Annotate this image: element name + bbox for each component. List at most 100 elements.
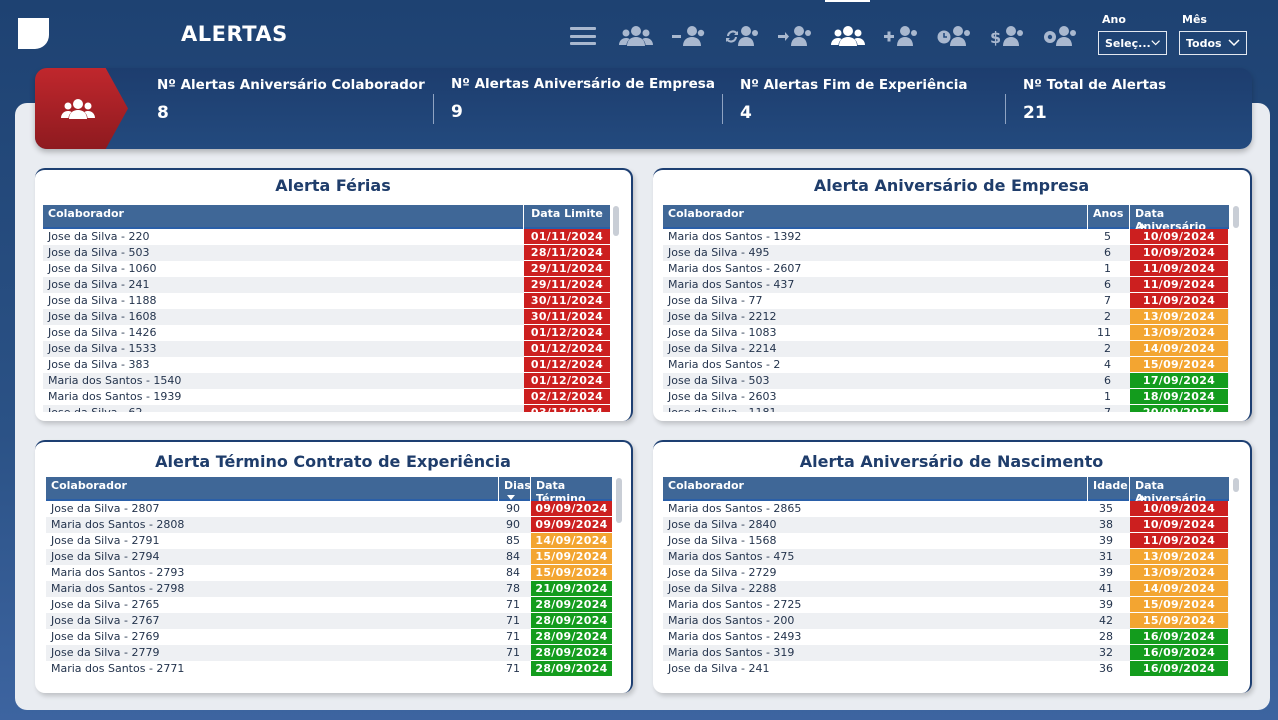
page-title: ALERTAS bbox=[181, 22, 288, 46]
cell-anos: 6 bbox=[1104, 278, 1111, 291]
table-row[interactable]: Jose da Silva - 220 01/11/2024 bbox=[43, 229, 610, 245]
table-row[interactable]: Jose da Silva - 1181 7 20/09/2024 bbox=[663, 405, 1229, 412]
cell-date-status: 15/09/2024 bbox=[1130, 597, 1228, 613]
cell-date-status: 14/09/2024 bbox=[531, 533, 612, 549]
table-row[interactable]: Jose da Silva - 2729 39 13/09/2024 bbox=[663, 565, 1229, 581]
cell-dias: 84 bbox=[506, 550, 520, 563]
cell-colaborador: Jose da Silva - 495 bbox=[668, 246, 770, 259]
table-row[interactable]: Maria dos Santos - 319 32 16/09/2024 bbox=[663, 645, 1229, 661]
table-row[interactable]: Jose da Silva - 2791 85 14/09/2024 bbox=[46, 533, 612, 549]
remove-user-icon[interactable] bbox=[662, 20, 715, 52]
settings-users-icon[interactable] bbox=[1033, 20, 1086, 52]
table-row[interactable]: Maria dos Santos - 2865 35 10/09/2024 bbox=[663, 501, 1229, 517]
table-row[interactable]: Maria dos Santos - 475 31 13/09/2024 bbox=[663, 549, 1229, 565]
cell-date-status: 14/09/2024 bbox=[1130, 341, 1228, 357]
kpi-divider bbox=[1005, 94, 1006, 124]
table-row[interactable]: Jose da Silva - 495 6 10/09/2024 bbox=[663, 245, 1229, 261]
add-user-icon[interactable] bbox=[874, 20, 927, 52]
table-row[interactable]: Jose da Silva - 2212 2 13/09/2024 bbox=[663, 309, 1229, 325]
sync-users-icon[interactable] bbox=[715, 20, 768, 52]
table-row[interactable]: Maria dos Santos - 2 4 15/09/2024 bbox=[663, 357, 1229, 373]
cell-dias: 71 bbox=[506, 598, 520, 611]
table-header: Colaborador Data Limite bbox=[43, 205, 610, 229]
table-row[interactable]: Maria dos Santos - 1540 01/12/2024 bbox=[43, 373, 610, 389]
cell-anos: 1 bbox=[1104, 390, 1111, 403]
table-row[interactable]: Jose da Silva - 2765 71 28/09/2024 bbox=[46, 597, 612, 613]
table-row[interactable]: Jose da Silva - 2288 41 14/09/2024 bbox=[663, 581, 1229, 597]
cell-dias: 71 bbox=[506, 630, 520, 643]
table-row[interactable]: Maria dos Santos - 2725 39 15/09/2024 bbox=[663, 597, 1229, 613]
col-data-aniversario[interactable]: Data Aniversário bbox=[1129, 477, 1229, 505]
table-row[interactable]: Maria dos Santos - 437 6 11/09/2024 bbox=[663, 277, 1229, 293]
table-row[interactable]: Jose da Silva - 1426 01/12/2024 bbox=[43, 325, 610, 341]
cell-dias: 78 bbox=[506, 582, 520, 595]
table-row[interactable]: Jose da Silva - 2603 1 18/09/2024 bbox=[663, 389, 1229, 405]
filter-ano-value: Seleç... bbox=[1105, 36, 1151, 50]
table-row[interactable]: Jose da Silva - 77 7 11/09/2024 bbox=[663, 293, 1229, 309]
table-row[interactable]: Jose da Silva - 2807 90 09/09/2024 bbox=[46, 501, 612, 517]
kpi-fim-experiencia: Nº Alertas Fim de Experiência 4 bbox=[740, 77, 967, 123]
table-row[interactable]: Jose da Silva - 2767 71 28/09/2024 bbox=[46, 613, 612, 629]
scrollbar[interactable] bbox=[613, 206, 619, 236]
table-row[interactable]: Jose da Silva - 1188 30/11/2024 bbox=[43, 293, 610, 309]
col-colaborador[interactable]: Colaborador bbox=[668, 479, 744, 492]
table-row[interactable]: Maria dos Santos - 2808 90 09/09/2024 bbox=[46, 517, 612, 533]
cell-colaborador: Jose da Silva - 503 bbox=[668, 374, 770, 387]
cell-colaborador: Maria dos Santos - 2607 bbox=[668, 262, 802, 275]
col-colaborador[interactable]: Colaborador bbox=[48, 207, 124, 220]
table-row[interactable]: Jose da Silva - 2769 71 28/09/2024 bbox=[46, 629, 612, 645]
table-row[interactable]: Jose da Silva - 2214 2 14/09/2024 bbox=[663, 341, 1229, 357]
transfer-users-icon[interactable] bbox=[768, 20, 821, 52]
menu-icon[interactable] bbox=[556, 20, 609, 52]
table-row[interactable]: Jose da Silva - 2840 38 10/09/2024 bbox=[663, 517, 1229, 533]
table-row[interactable]: Jose da Silva - 241 36 16/09/2024 bbox=[663, 661, 1229, 677]
panel-title: Alerta Férias bbox=[275, 176, 391, 195]
table-row[interactable]: Jose da Silva - 503 6 17/09/2024 bbox=[663, 373, 1229, 389]
col-colaborador[interactable]: Colaborador bbox=[668, 207, 744, 220]
table-row[interactable]: Jose da Silva - 1568 39 11/09/2024 bbox=[663, 533, 1229, 549]
money-users-icon[interactable]: $ bbox=[980, 20, 1033, 52]
scrollbar[interactable] bbox=[1233, 478, 1239, 492]
table-row[interactable]: Jose da Silva - 383 01/12/2024 bbox=[43, 357, 610, 373]
col-anos[interactable]: Anos bbox=[1087, 205, 1129, 229]
col-idade[interactable]: Idade bbox=[1087, 477, 1129, 501]
kpi-value: 4 bbox=[740, 103, 752, 123]
cell-colaborador: Jose da Silva - 1181 bbox=[668, 405, 777, 412]
filter-mes-select[interactable]: Todos bbox=[1179, 31, 1247, 55]
team-active-icon[interactable] bbox=[821, 0, 874, 52]
table-row[interactable]: Jose da Silva - 2779 71 28/09/2024 bbox=[46, 645, 612, 661]
table-row[interactable]: Jose da Silva - 503 28/11/2024 bbox=[43, 245, 610, 261]
cell-date-status: 10/09/2024 bbox=[1130, 229, 1228, 245]
table-row[interactable]: Maria dos Santos - 1939 02/12/2024 bbox=[43, 389, 610, 405]
table-row[interactable]: Maria dos Santos - 2771 71 28/09/2024 bbox=[46, 661, 612, 677]
kpi-value: 21 bbox=[1023, 103, 1047, 123]
scrollbar[interactable] bbox=[1233, 206, 1239, 228]
team-icon[interactable] bbox=[609, 20, 662, 52]
table-row[interactable]: Jose da Silva - 1060 29/11/2024 bbox=[43, 261, 610, 277]
table-row[interactable]: Jose da Silva - 1533 01/12/2024 bbox=[43, 341, 610, 357]
panel-alerta-aniversario-empresa: Alerta Aniversário de Empresa Colaborado… bbox=[653, 168, 1252, 421]
table-row[interactable]: Jose da Silva - 1083 11 13/09/2024 bbox=[663, 325, 1229, 341]
col-data-limite[interactable]: Data Limite bbox=[523, 205, 610, 229]
col-data-termino[interactable]: Data Término bbox=[530, 477, 612, 505]
kpi-label: Nº Alertas Fim de Experiência bbox=[740, 77, 968, 93]
cell-colaborador: Jose da Silva - 2603 bbox=[668, 390, 777, 403]
table-row[interactable]: Maria dos Santos - 2798 78 21/09/2024 bbox=[46, 581, 612, 597]
clock-users-icon[interactable] bbox=[927, 20, 980, 52]
table-row[interactable]: Maria dos Santos - 1392 5 10/09/2024 bbox=[663, 229, 1229, 245]
scrollbar[interactable] bbox=[616, 478, 622, 523]
col-colaborador[interactable]: Colaborador bbox=[51, 479, 127, 492]
table-row[interactable]: Jose da Silva - 2794 84 15/09/2024 bbox=[46, 549, 612, 565]
col-data-aniversario[interactable]: Data Aniversário bbox=[1129, 205, 1229, 233]
table-row[interactable]: Jose da Silva - 1608 30/11/2024 bbox=[43, 309, 610, 325]
table-row[interactable]: Maria dos Santos - 200 42 15/09/2024 bbox=[663, 613, 1229, 629]
col-dias[interactable]: Dias bbox=[498, 477, 531, 501]
table-row[interactable]: Maria dos Santos - 2793 84 15/09/2024 bbox=[46, 565, 612, 581]
nav-bar: $ bbox=[556, 0, 1086, 52]
cell-anos: 1 bbox=[1104, 262, 1111, 275]
table-row[interactable]: Maria dos Santos - 2607 1 11/09/2024 bbox=[663, 261, 1229, 277]
filter-ano-select[interactable]: Seleç... bbox=[1098, 31, 1167, 55]
table-row[interactable]: Jose da Silva - 62 03/12/2024 bbox=[43, 405, 610, 412]
table-row[interactable]: Maria dos Santos - 2493 28 16/09/2024 bbox=[663, 629, 1229, 645]
table-row[interactable]: Jose da Silva - 241 29/11/2024 bbox=[43, 277, 610, 293]
